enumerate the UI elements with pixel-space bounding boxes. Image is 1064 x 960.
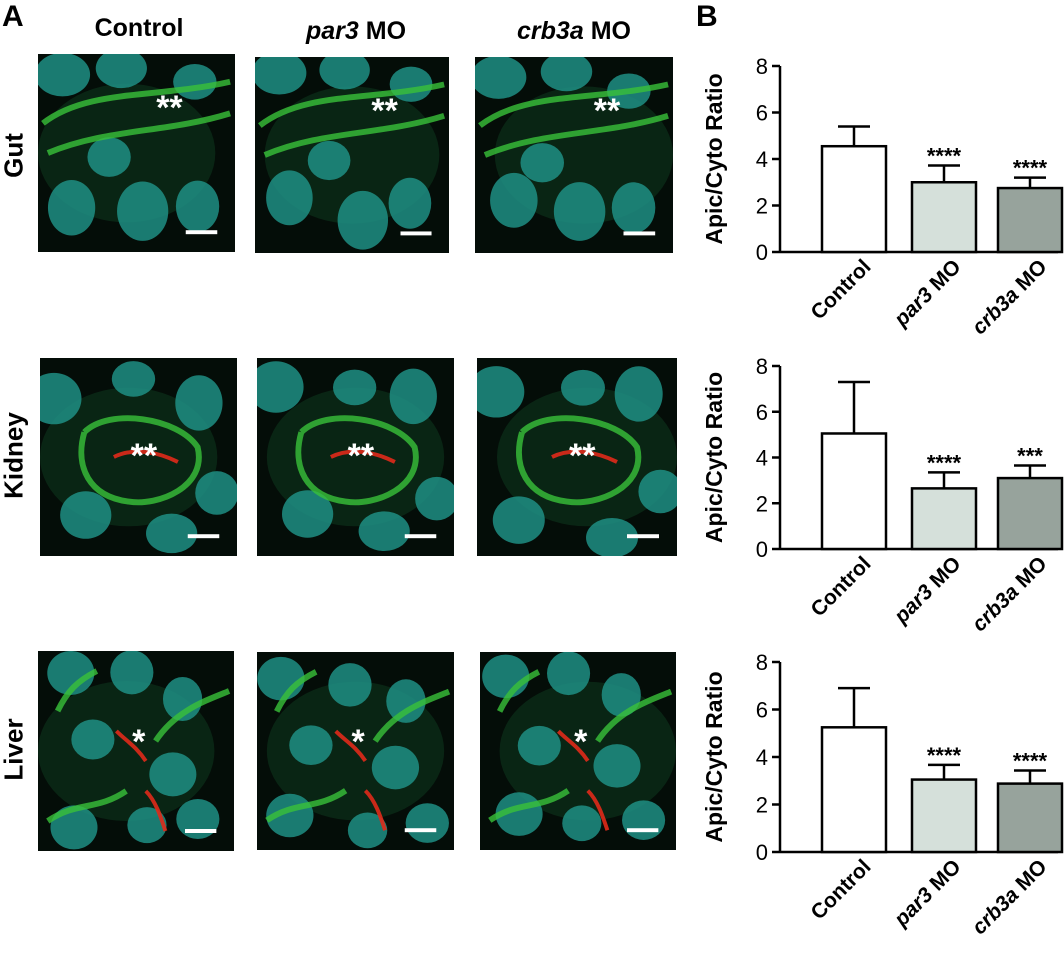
micrograph-kidney-par3: **: [257, 358, 454, 556]
significance-label: ****: [1013, 749, 1048, 774]
y-tick-label: 6: [756, 698, 768, 723]
x-tick-label: par3 MO: [889, 552, 965, 628]
y-tick-label: 6: [756, 400, 768, 425]
x-tick-label: Control: [806, 855, 875, 924]
lumen-marker: *: [132, 723, 146, 761]
y-tick-label: 6: [756, 101, 768, 126]
y-tick-label: 0: [756, 240, 768, 265]
bar: [910, 181, 978, 254]
bar: [910, 778, 978, 854]
y-tick-label: 2: [756, 491, 768, 516]
micrograph-image: [40, 358, 237, 556]
lumen-marker: **: [593, 91, 621, 130]
bar: [820, 144, 888, 254]
y-axis-label: Apic/Cyto Ratio: [701, 671, 727, 842]
micrograph-image: [475, 57, 673, 253]
column-header-par3: par3 MO: [305, 17, 407, 45]
x-tick-label: crb3a MO: [968, 855, 1052, 939]
row-header-kidney: Kidney: [0, 412, 29, 499]
bar-chart-liver: Apic/Cyto Ratio 0 2 4 6 8 Control **** par3 MO **…: [700, 640, 1064, 955]
y-tick-label: 2: [756, 194, 768, 219]
x-tick-label: crb3a MO: [968, 552, 1052, 636]
micrograph-image: [38, 54, 235, 252]
micrograph-image: [257, 652, 454, 850]
significance-label: ****: [927, 450, 962, 475]
lumen-marker: *: [574, 723, 588, 762]
panel-label-a: A: [2, 0, 24, 33]
micrograph-image: [255, 57, 449, 253]
micrograph-liver-crb3a: *: [480, 652, 676, 850]
y-tick-label: 8: [756, 354, 768, 379]
bar-chart-gut: Apic/Cyto Ratio 0 2 4 6 8 Control **** par3 MO **…: [700, 50, 1064, 340]
lumen-marker: **: [569, 437, 596, 475]
panel-label-b: B: [696, 0, 718, 33]
y-tick-label: 0: [756, 537, 768, 562]
lumen-marker: **: [130, 437, 158, 475]
y-tick-label: 8: [756, 54, 768, 79]
lumen-marker: *: [351, 723, 365, 762]
micrograph-kidney-control: **: [40, 358, 237, 556]
row-header-gut: Gut: [0, 133, 29, 178]
micrograph-image: [38, 651, 234, 851]
micrograph-image: [480, 652, 676, 850]
x-tick-label: par3 MO: [889, 255, 965, 331]
bar: [996, 476, 1064, 551]
micrograph-gut-par3: **: [255, 57, 449, 253]
column-header-control: Control: [94, 14, 184, 42]
y-tick-label: 4: [756, 446, 768, 471]
significance-label: ***: [1017, 444, 1043, 469]
y-axis-label: Apic/Cyto Ratio: [701, 372, 727, 543]
bar: [820, 726, 888, 854]
bar: [996, 186, 1064, 254]
significance-label: ****: [1013, 156, 1048, 181]
micrograph-liver-par3: *: [257, 652, 454, 850]
row-header-liver: Liver: [0, 718, 29, 781]
bar-chart-kidney: Apic/Cyto Ratio 0 2 4 6 8 Control **** par3 MO **…: [700, 340, 1064, 640]
bar: [820, 432, 888, 551]
micrograph-gut-control: **: [38, 54, 235, 252]
bar-chart-kidney-svg: Apic/Cyto Ratio 0 2 4 6 8 Control **** par3 MO **…: [701, 354, 1064, 636]
bar: [996, 782, 1064, 854]
lumen-marker: **: [156, 89, 183, 128]
significance-label: ****: [927, 743, 962, 768]
bar-chart-gut-svg: Apic/Cyto Ratio 0 2 4 6 8 Control **** par3 MO **…: [701, 54, 1064, 339]
micrograph-image: [477, 358, 677, 556]
y-tick-label: 4: [756, 147, 768, 172]
micrograph-liver-control: *: [38, 651, 234, 851]
micrograph-image: [257, 358, 454, 556]
lumen-marker: **: [371, 91, 398, 130]
column-header-crb3a: crb3a MO: [517, 17, 631, 45]
micrograph-gut-crb3a: **: [475, 57, 673, 253]
significance-label: ****: [927, 144, 962, 169]
y-tick-label: 8: [756, 650, 768, 675]
x-tick-label: Control: [806, 552, 875, 621]
x-tick-label: crb3a MO: [968, 255, 1052, 339]
bar-chart-liver-svg: Apic/Cyto Ratio 0 2 4 6 8 Control **** par3 MO **…: [701, 650, 1064, 939]
x-tick-label: par3 MO: [889, 855, 965, 931]
y-tick-label: 4: [756, 745, 768, 770]
x-tick-label: Control: [806, 255, 875, 324]
y-tick-label: 2: [756, 793, 768, 818]
micrograph-kidney-crb3a: **: [477, 358, 677, 556]
lumen-marker: **: [347, 437, 375, 475]
y-tick-label: 0: [756, 840, 768, 865]
y-axis-label: Apic/Cyto Ratio: [701, 73, 727, 244]
bar: [910, 487, 978, 551]
